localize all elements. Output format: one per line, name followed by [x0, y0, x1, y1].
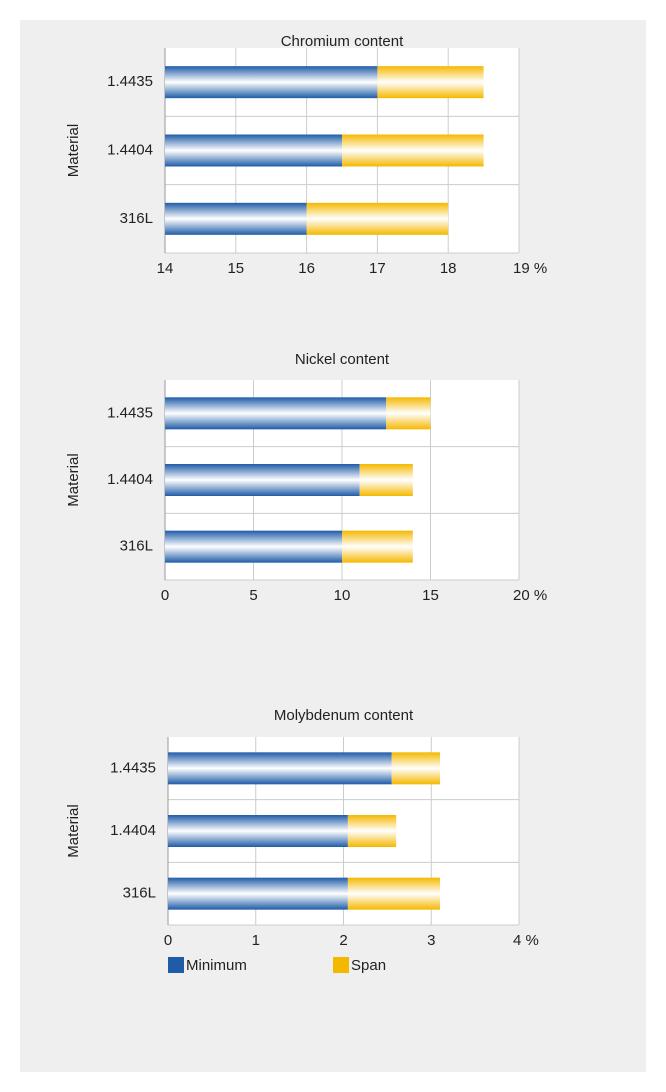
chart-title: Molybdenum content	[274, 707, 414, 724]
x-tick-label: 3	[427, 932, 435, 949]
x-tick-label: 16	[298, 260, 315, 277]
bar	[347, 877, 441, 910]
x-tick-label: 17	[369, 260, 386, 277]
y-axis-label: Material	[65, 124, 82, 177]
legend-swatch	[168, 957, 184, 973]
bar	[386, 397, 431, 430]
bar	[391, 752, 441, 785]
bar	[306, 202, 449, 235]
chart-title: Nickel content	[295, 351, 390, 368]
y-tick-label: 1.4404	[110, 822, 156, 839]
x-tick-label: 15	[227, 260, 244, 277]
bar	[168, 877, 348, 910]
y-tick-label: 1.4435	[107, 404, 153, 421]
y-tick-label: 316L	[120, 538, 153, 555]
chart-title: Chromium content	[281, 33, 404, 50]
x-tick-label: 20 %	[513, 587, 547, 604]
legend-label: Minimum	[186, 957, 247, 974]
bar	[165, 66, 378, 99]
y-tick-label: 1.4435	[110, 759, 156, 776]
y-tick-label: 1.4435	[107, 73, 153, 90]
bar	[165, 397, 387, 430]
bar	[342, 134, 484, 167]
x-tick-label: 0	[161, 587, 169, 604]
y-tick-label: 1.4404	[107, 141, 153, 158]
x-tick-label: 2	[339, 932, 347, 949]
bar	[377, 66, 484, 99]
y-tick-label: 316L	[120, 210, 153, 227]
bar	[359, 464, 413, 496]
x-tick-label: 19 %	[513, 260, 547, 277]
x-tick-label: 15	[422, 587, 439, 604]
x-tick-label: 18	[440, 260, 457, 277]
y-tick-label: 1.4404	[107, 471, 153, 488]
x-tick-label: 14	[157, 260, 174, 277]
x-tick-label: 4 %	[513, 932, 539, 949]
x-tick-label: 5	[249, 587, 257, 604]
bar	[165, 134, 342, 167]
x-tick-label: 0	[164, 932, 172, 949]
y-axis-label: Material	[65, 453, 82, 506]
bar	[165, 530, 342, 563]
legend-label: Span	[351, 957, 386, 974]
y-tick-label: 316L	[123, 885, 156, 902]
legend-swatch	[333, 957, 349, 973]
bar	[347, 815, 397, 847]
bar	[168, 815, 348, 847]
y-axis-label: Material	[65, 804, 82, 857]
x-tick-label: 1	[252, 932, 260, 949]
x-tick-label: 10	[334, 587, 351, 604]
bar	[165, 464, 360, 496]
bar	[168, 752, 392, 785]
bar	[342, 530, 413, 563]
bar	[165, 202, 307, 235]
